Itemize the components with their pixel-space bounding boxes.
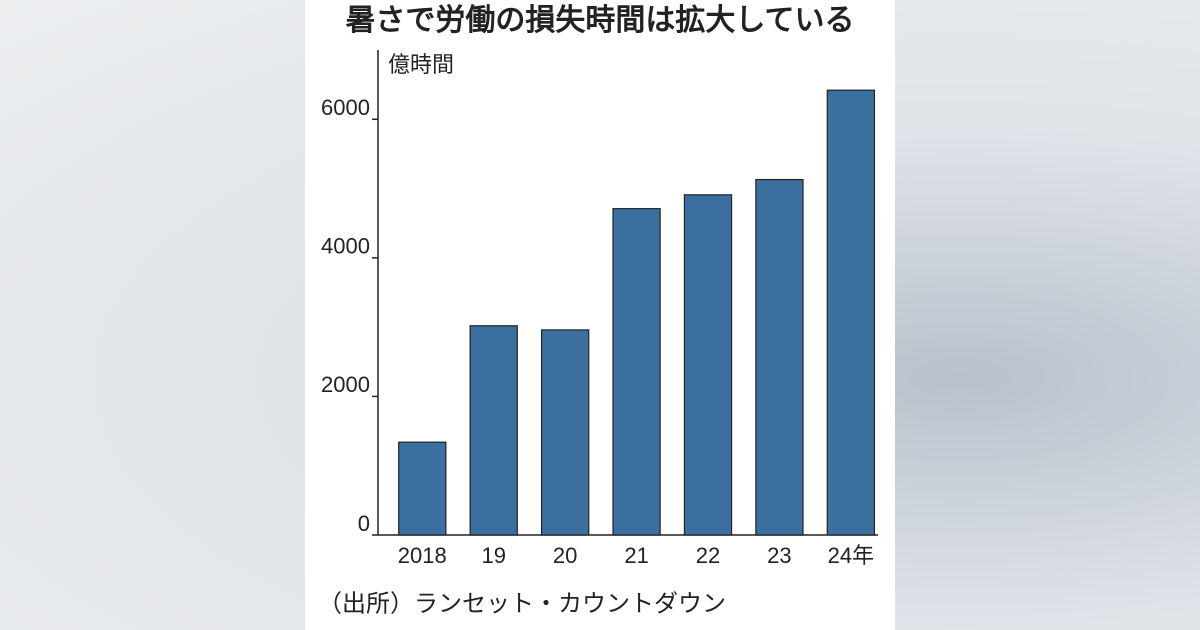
source: （出所）ランセット・カウントダウン bbox=[318, 590, 726, 617]
bar bbox=[469, 325, 518, 536]
x-tick-label: 23 bbox=[767, 543, 791, 568]
x-tick-label: 2018 bbox=[398, 543, 447, 568]
bar bbox=[540, 329, 590, 536]
x-tick-label: 24年 bbox=[828, 543, 874, 568]
y-tick-label: 6000 bbox=[321, 95, 370, 120]
bar bbox=[683, 194, 733, 536]
x-tick-label: 22 bbox=[696, 543, 720, 568]
x-tick-label: 21 bbox=[624, 543, 648, 568]
x-tick-label: 19 bbox=[481, 543, 505, 568]
bar bbox=[398, 441, 447, 536]
bar bbox=[755, 178, 804, 536]
x-tick-label: 20 bbox=[553, 543, 577, 568]
y-tick-label: 2000 bbox=[321, 372, 370, 397]
y-tick-label: 0 bbox=[358, 511, 370, 536]
chart-title: 暑さで労働の損失時間は拡大している bbox=[345, 4, 854, 37]
y-tick-label: 4000 bbox=[321, 234, 370, 259]
bar bbox=[612, 208, 661, 536]
y-axis-label: 億時間 bbox=[388, 52, 454, 77]
bar bbox=[826, 89, 876, 536]
